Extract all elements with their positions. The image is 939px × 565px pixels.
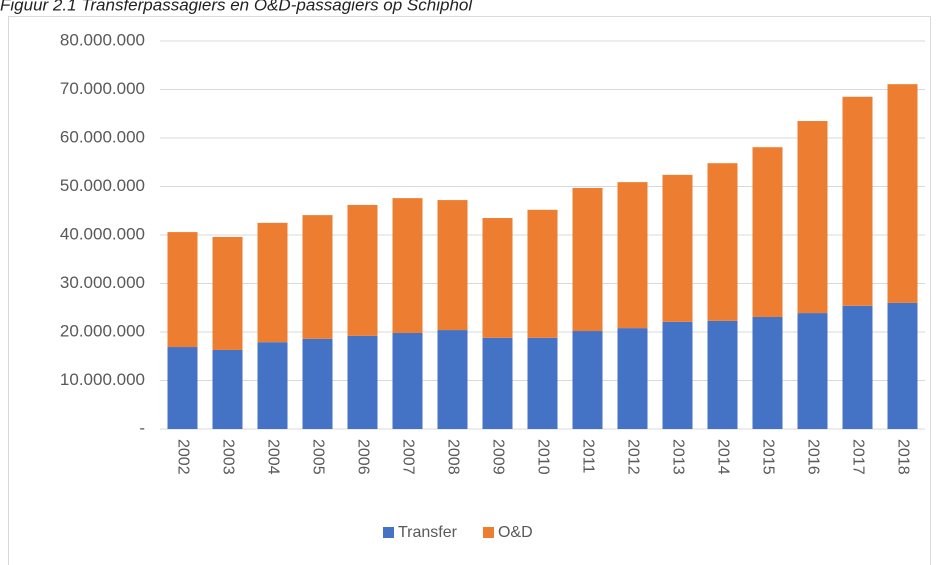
bar-segment	[752, 316, 783, 429]
bar-segment	[302, 215, 333, 339]
bar-segment	[617, 328, 648, 429]
x-tick-label: 2017	[849, 439, 866, 475]
bar-segment	[167, 347, 198, 429]
bar-segment	[212, 349, 243, 429]
bar-segment	[257, 222, 288, 343]
bar-segment	[707, 163, 738, 321]
chart-border	[8, 16, 931, 565]
x-tick-label: 2013	[669, 439, 686, 475]
bar-segment	[482, 337, 513, 429]
x-tick-label: 2011	[579, 439, 596, 474]
bar-segment	[842, 96, 873, 306]
legend-label: Transfer	[398, 524, 458, 541]
bar-segment	[392, 332, 423, 429]
x-tick-label: 2003	[219, 439, 236, 475]
y-tick-label: 30.000.000	[60, 273, 145, 292]
x-tick-label: 2010	[534, 439, 551, 475]
x-tick-label: 2015	[759, 439, 776, 475]
x-tick-label: 2002	[174, 439, 191, 475]
bar-segment	[347, 335, 378, 429]
bar-segment	[167, 232, 198, 348]
bar-segment	[347, 204, 378, 336]
bar-segment	[212, 236, 243, 350]
y-tick-label: 70.000.000	[60, 79, 145, 98]
bar-segment	[482, 218, 513, 338]
bar-segment	[527, 209, 558, 338]
bar-segment	[662, 321, 693, 429]
x-tick-label: 2016	[804, 439, 821, 475]
y-tick-label: 60.000.000	[60, 127, 145, 146]
y-tick-label: 40.000.000	[60, 224, 145, 243]
legend-swatch	[482, 527, 494, 538]
x-tick-label: 2004	[264, 439, 281, 475]
bar-segment	[572, 187, 603, 332]
bar-segment	[662, 174, 693, 322]
legend-label: O&D	[498, 524, 533, 541]
y-tick-label: 80.000.000	[60, 30, 145, 49]
bar-segment	[797, 313, 828, 429]
bar-segment	[302, 338, 333, 429]
bar-segment	[617, 182, 648, 329]
bar-segment	[707, 320, 738, 429]
y-tick-label: 10.000.000	[60, 370, 145, 389]
bar-segment	[887, 302, 918, 429]
y-tick-label: 20.000.000	[60, 321, 145, 340]
bar-segment	[797, 121, 828, 314]
bar-segment	[842, 305, 873, 429]
bar-segment	[527, 337, 558, 429]
x-tick-label: 2014	[714, 439, 731, 475]
bar-segment	[752, 147, 783, 317]
bar-segment	[257, 342, 288, 429]
x-tick-label: 2005	[309, 439, 326, 475]
bar-segment	[887, 84, 918, 303]
y-tick-label: -	[139, 418, 145, 437]
bar-segment	[572, 331, 603, 429]
bar-segment	[437, 330, 468, 429]
legend-swatch	[383, 527, 394, 538]
x-tick-label: 2008	[444, 439, 461, 475]
x-tick-label: 2007	[399, 439, 416, 475]
bar-segment	[392, 198, 423, 333]
x-tick-label: 2009	[489, 439, 506, 475]
x-tick-label: 2012	[624, 439, 641, 475]
y-tick-label: 50.000.000	[60, 176, 145, 195]
x-tick-label: 2006	[354, 439, 371, 475]
chart-title: Figuur 2.1 Transferpassagiers en O&D-pas…	[0, 0, 473, 14]
bar-segment	[437, 200, 468, 331]
x-tick-label: 2018	[894, 439, 911, 475]
